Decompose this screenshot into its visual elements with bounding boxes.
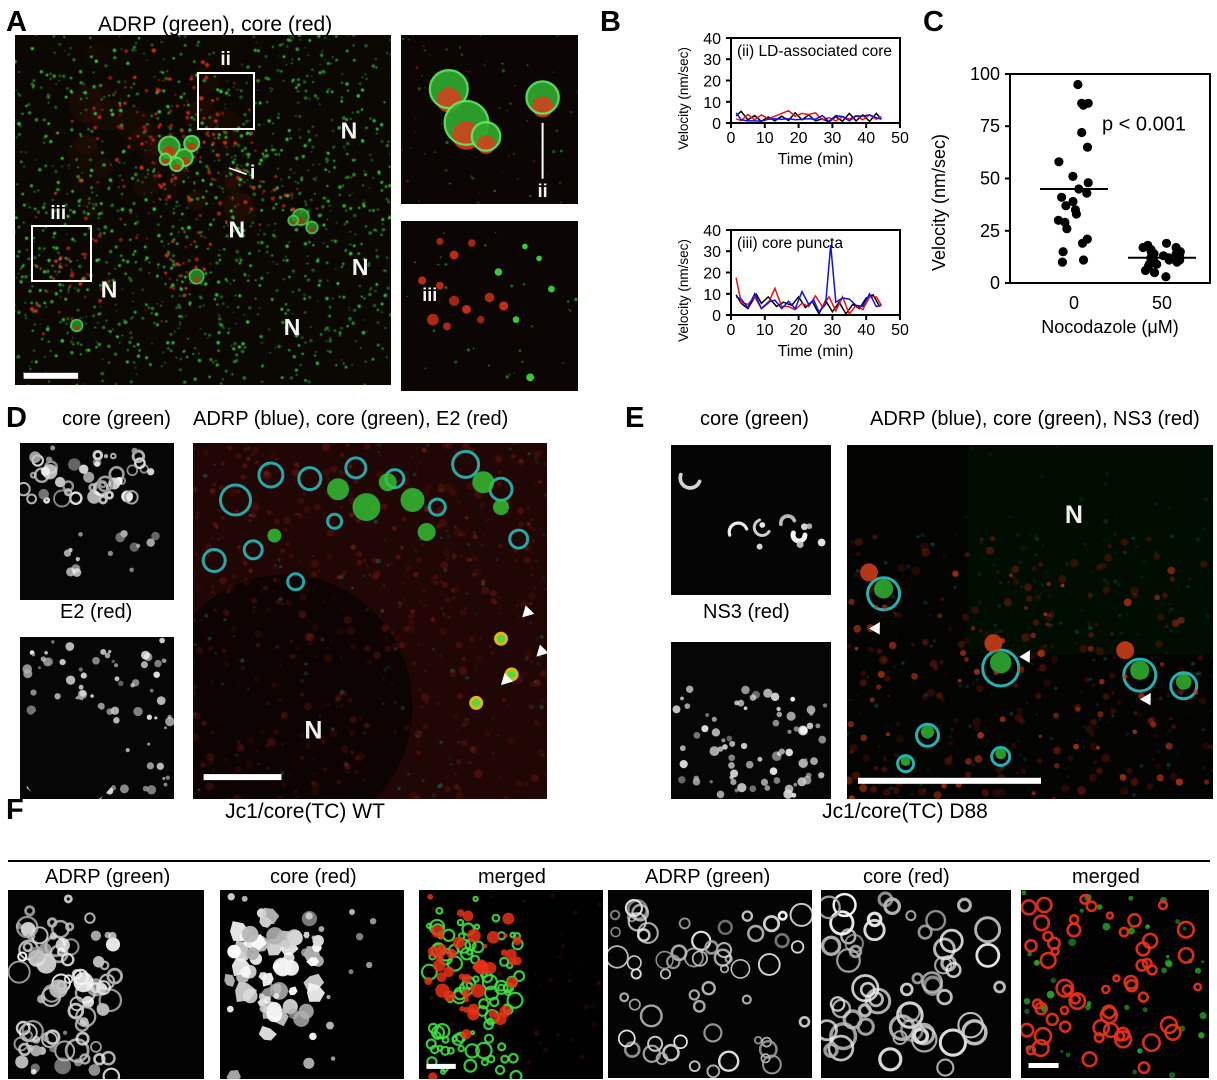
svg-text:Velocity (nm/sec): Velocity (nm/sec) — [676, 239, 691, 342]
svg-text:0: 0 — [990, 273, 1000, 293]
svg-text:iii: iii — [50, 203, 66, 224]
svg-text:Nocodazole (μM): Nocodazole (μM) — [1041, 317, 1178, 337]
svg-text:10: 10 — [756, 130, 774, 147]
svg-text:20: 20 — [790, 322, 808, 339]
svg-text:100: 100 — [970, 66, 1000, 84]
svg-text:p < 0.001: p < 0.001 — [1102, 113, 1186, 135]
svg-text:0: 0 — [727, 130, 736, 147]
svg-text:10: 10 — [703, 287, 721, 304]
svg-text:ii: ii — [538, 181, 548, 201]
svg-text:(iii) core puncta: (iii) core puncta — [737, 235, 843, 252]
svg-text:N: N — [341, 118, 358, 144]
svg-text:50: 50 — [891, 322, 909, 339]
svg-text:40: 40 — [703, 31, 721, 48]
svg-text:Time (min): Time (min) — [778, 343, 854, 359]
svg-text:N: N — [284, 314, 301, 340]
svg-text:25: 25 — [980, 221, 1000, 241]
svg-text:0: 0 — [727, 322, 736, 339]
svg-text:50: 50 — [1152, 293, 1172, 313]
svg-text:30: 30 — [703, 52, 721, 69]
svg-text:N: N — [352, 254, 369, 280]
svg-text:30: 30 — [824, 322, 842, 339]
svg-text:10: 10 — [756, 322, 774, 339]
svg-text:Velocity (nm/sec): Velocity (nm/sec) — [676, 47, 691, 150]
svg-text:40: 40 — [857, 130, 875, 147]
svg-text:20: 20 — [703, 74, 721, 91]
svg-text:40: 40 — [703, 223, 721, 240]
svg-text:30: 30 — [824, 130, 842, 147]
svg-text:N: N — [304, 717, 322, 745]
svg-text:50: 50 — [891, 130, 909, 147]
svg-text:Time (min): Time (min) — [778, 151, 854, 167]
svg-text:75: 75 — [980, 116, 1000, 136]
svg-text:(ii) LD-associated core: (ii) LD-associated core — [737, 43, 892, 60]
svg-text:Velocity (nm/sec): Velocity (nm/sec) — [930, 134, 949, 271]
svg-text:N: N — [101, 277, 118, 303]
svg-text:iii: iii — [422, 285, 437, 305]
svg-text:40: 40 — [857, 322, 875, 339]
svg-text:ii: ii — [220, 49, 231, 70]
svg-text:20: 20 — [790, 130, 808, 147]
svg-text:10: 10 — [703, 95, 721, 112]
svg-text:N: N — [1065, 501, 1083, 529]
svg-text:0: 0 — [712, 308, 721, 325]
svg-text:i: i — [250, 163, 255, 184]
svg-text:50: 50 — [980, 169, 1000, 189]
svg-text:20: 20 — [703, 266, 721, 283]
svg-text:N: N — [228, 217, 245, 243]
svg-text:0: 0 — [1069, 293, 1079, 313]
svg-text:30: 30 — [703, 244, 721, 261]
svg-text:0: 0 — [712, 116, 721, 133]
